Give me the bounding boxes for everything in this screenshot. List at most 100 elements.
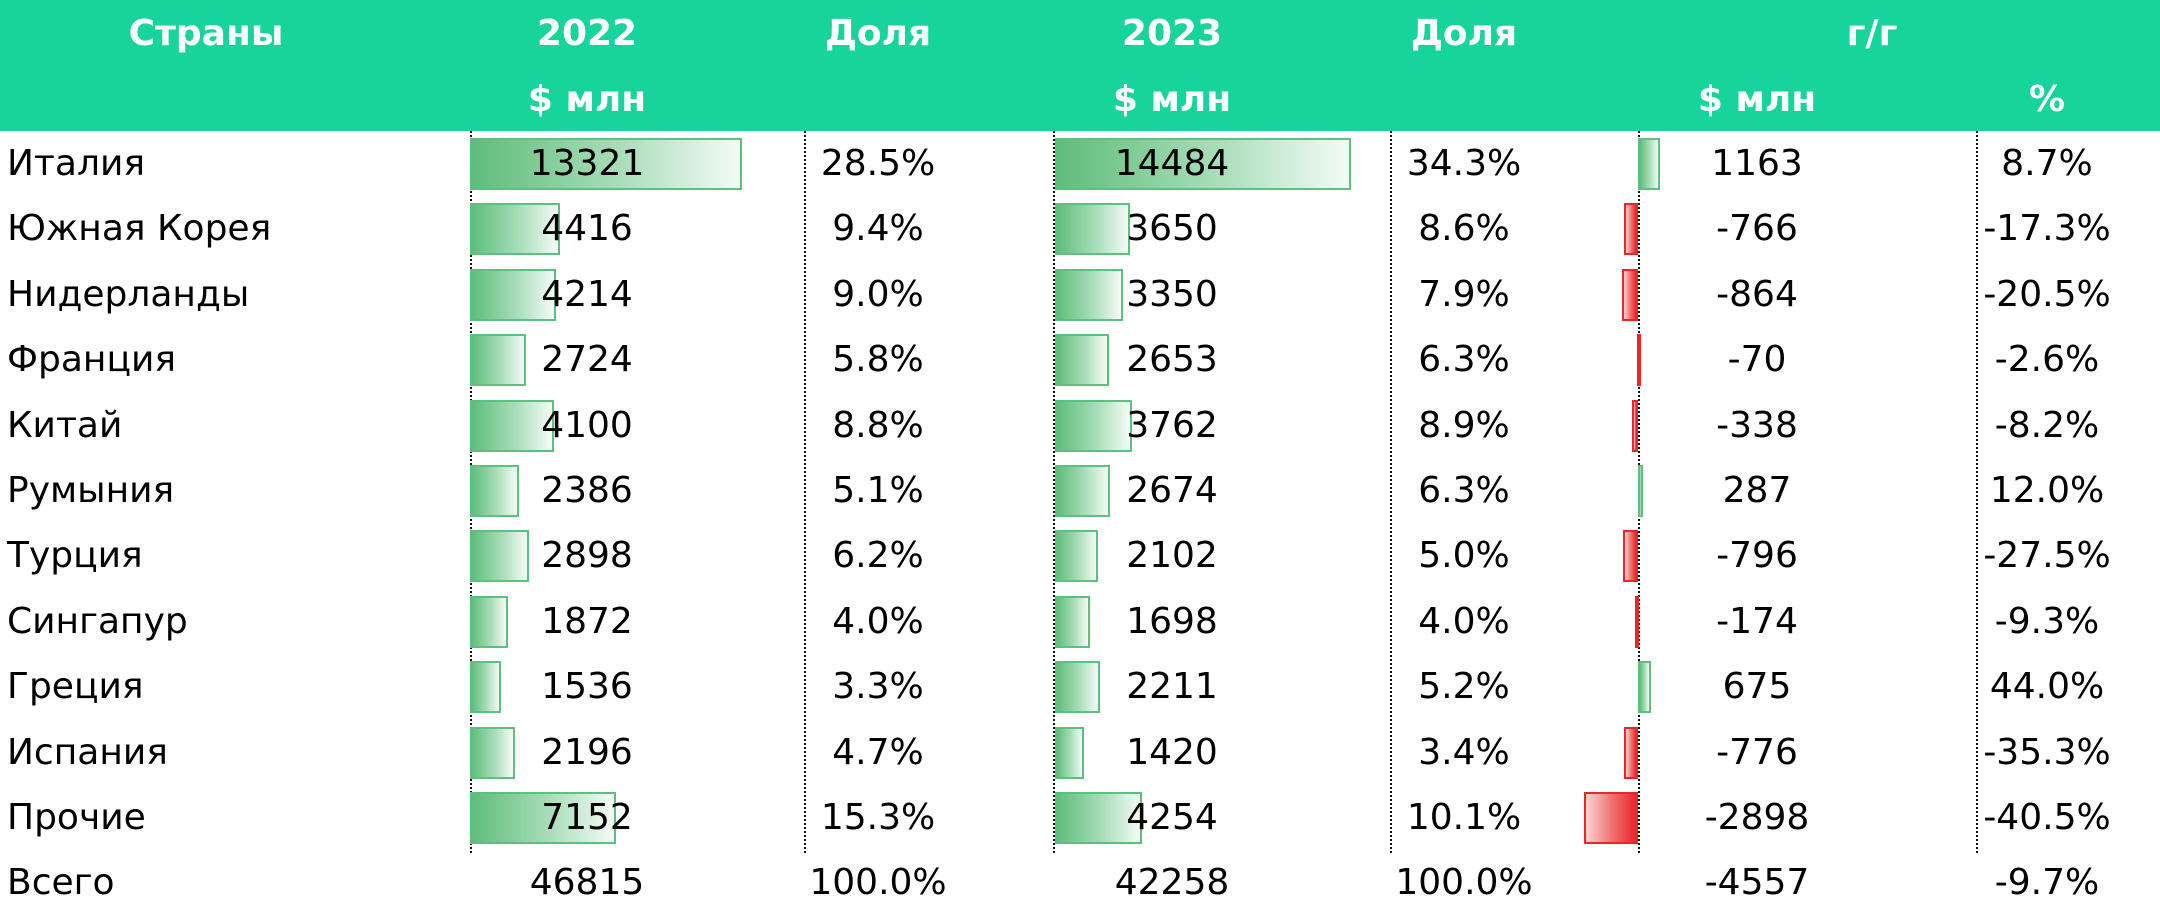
share-2023: 10.1% [1406,797,1522,838]
header-unit-2023: $ млн [1112,79,1232,120]
header-share-2022: Доля [824,13,932,54]
bar-2022 [470,595,509,648]
value-2022: 2386 [541,470,633,511]
share-2022: 28.5% [820,143,936,184]
value-2022: 7152 [541,797,633,838]
bar-yoy-negative [1634,595,1639,648]
column-divider [804,131,806,853]
row-country: Прочие [7,797,146,838]
share-2022: 5.8% [832,339,924,381]
total-share-2022: 100.0% [809,862,947,904]
value-2022: 1872 [541,600,633,642]
row-country: Китай [7,404,123,446]
row-country: Испания [7,731,168,773]
header-2023: 2023 [1121,13,1223,54]
bar-2023 [1055,726,1085,779]
pct-yoy: -8.2% [1994,404,2100,446]
bar-yoy-negative [1621,268,1638,321]
value-yoy: -776 [1716,731,1798,773]
bar-2023 [1055,399,1132,452]
bar-2023 [1055,595,1090,648]
value-2022: 4416 [541,208,633,250]
value-yoy: -766 [1716,208,1798,250]
bar-2023 [1055,530,1098,583]
row-country: Франция [7,339,176,381]
share-2022: 9.4% [832,208,924,250]
share-2023: 8.6% [1418,208,1510,250]
value-yoy: -70 [1727,339,1787,381]
pct-yoy: -9.3% [1994,600,2100,642]
row-country: Италия [7,143,146,184]
share-2022: 5.1% [832,470,924,511]
row-country: Греция [7,666,144,708]
share-2023: 3.4% [1418,731,1510,773]
value-2022: 4100 [541,404,633,446]
value-2023: 3350 [1126,273,1218,315]
share-2022: 9.0% [832,273,924,315]
share-2023: 5.0% [1418,535,1510,577]
value-2023: 2674 [1126,470,1218,511]
share-2023: 4.0% [1418,600,1510,642]
value-2023: 1698 [1126,600,1218,642]
value-2023: 3762 [1126,404,1218,446]
pct-yoy: -35.3% [1983,731,2111,773]
value-2022: 2196 [541,731,633,773]
bar-2022 [470,792,617,844]
value-2023: 2211 [1126,666,1218,708]
table-header: Страны 2022 Доля 2023 Доля г/г $ млн $ м… [0,0,2160,131]
share-2023: 34.3% [1406,143,1522,184]
value-yoy: -2898 [1704,797,1810,838]
column-divider [1976,131,1978,853]
value-yoy: -338 [1716,404,1798,446]
bar-yoy-negative [1623,530,1638,583]
bar-2022 [470,465,519,517]
bar-2023 [1055,792,1142,844]
header-2022: 2022 [536,13,638,54]
row-country: Южная Корея [7,208,272,250]
header-unit-yoy: $ млн [1697,79,1817,120]
bar-yoy-positive [1638,661,1651,714]
value-2023: 2653 [1126,339,1218,381]
bar-2022 [470,530,530,583]
total-2022: 46815 [529,862,645,904]
share-2022: 4.0% [832,600,924,642]
value-2023: 4254 [1126,797,1218,838]
bar-2022 [470,268,557,321]
value-2022: 4214 [541,273,633,315]
share-2022: 8.8% [832,404,924,446]
value-2022: 1536 [541,666,633,708]
bar-2023 [1055,203,1130,256]
row-country: Сингапур [7,600,188,642]
pct-yoy: -40.5% [1983,797,2111,838]
value-2022: 2724 [541,339,633,381]
value-yoy: 1163 [1711,143,1803,184]
header-share-2023: Доля [1410,13,1518,54]
pct-yoy: 8.7% [2001,143,2093,184]
pct-yoy: -20.5% [1983,273,2111,315]
pct-yoy: -17.3% [1983,208,2111,250]
bar-yoy-negative [1584,792,1638,844]
bar-2022 [470,661,502,714]
share-2023: 7.9% [1418,273,1510,315]
header-unit-pct: % [2028,79,2066,120]
bar-2023 [1055,334,1110,387]
value-2022: 2898 [541,535,633,577]
bar-yoy-negative [1636,334,1641,387]
bar-2022 [470,399,554,452]
value-2023: 14484 [1114,143,1230,184]
value-yoy: 675 [1722,666,1792,708]
bar-2022 [470,138,743,190]
value-yoy: 287 [1722,470,1792,511]
header-unit-2022: $ млн [527,79,647,120]
bar-2022 [470,203,561,256]
total-yoy: -4557 [1704,862,1810,904]
value-2022: 13321 [529,143,645,184]
share-2023: 5.2% [1418,666,1510,708]
value-yoy: -796 [1716,535,1798,577]
bar-2023 [1055,268,1124,321]
pct-yoy: -27.5% [1983,535,2111,577]
bar-yoy-negative [1623,203,1638,256]
share-2023: 8.9% [1418,404,1510,446]
value-yoy: -174 [1716,600,1798,642]
bar-yoy-negative [1623,726,1638,779]
